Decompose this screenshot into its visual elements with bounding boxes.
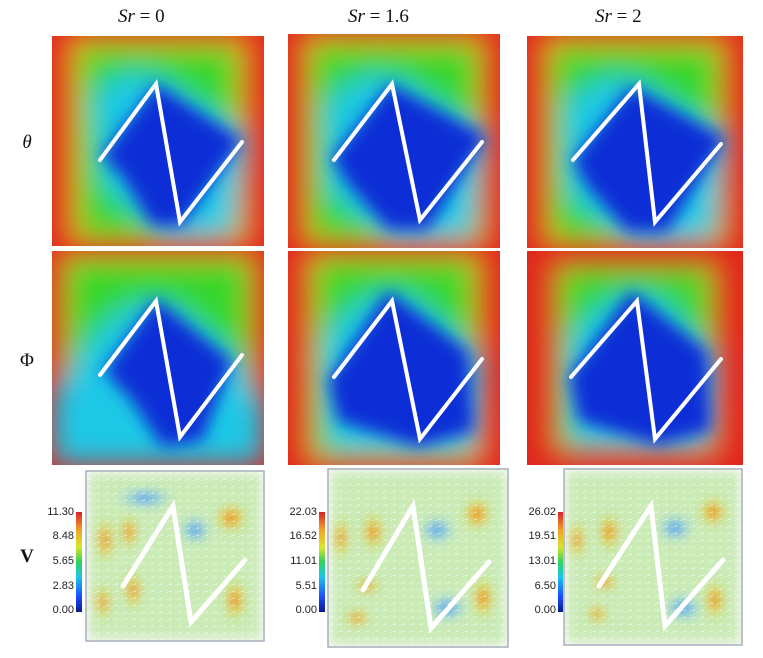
column-header-variable: Sr [118,6,135,27]
column-header-sr-1-6: Sr = 1.6 [348,6,409,28]
phi-contour-sr-1-6 [288,251,500,465]
colorbar-gradient [76,512,82,612]
colorbar-tick: 0.00 [295,604,317,616]
velocity-colorbar-sr-2 [558,512,565,612]
z-shaped-fin-icon [332,296,484,444]
theta-contour-sr-0 [52,36,264,246]
theta-contour-sr-2 [527,36,743,248]
z-shaped-fin-icon [360,498,492,634]
colorbar-tick: 13.01 [528,555,556,567]
velocity-vector-plot-sr-2 [563,468,743,646]
z-shaped-fin-icon [120,498,248,628]
colorbar-tick: 11.30 [47,506,74,518]
colorbar-gradient [558,512,564,612]
phi-contour-sr-2 [527,251,743,465]
velocity-colorbar-sr-1-6 [319,512,326,612]
theta-contour-sr-1-6 [288,34,500,248]
phi-contour-sr-0 [52,251,264,465]
row-label-v: V [20,546,34,567]
colorbar-tick: 0.00 [534,604,556,616]
row-label-phi: Φ [20,350,34,371]
z-shaped-fin-icon [332,79,484,225]
z-shaped-fin-icon [98,79,244,227]
colorbar-tick: 6.50 [534,580,556,592]
row-label-theta: θ [22,132,32,153]
velocity-vector-plot-sr-0 [85,470,265,642]
column-header-sr-2: Sr = 2 [595,6,642,28]
column-header-value: = 1.6 [364,6,409,27]
z-shaped-fin-icon [98,296,244,442]
colorbar-tick: 2.83 [52,580,74,592]
column-header-variable: Sr [348,6,365,27]
z-shaped-fin-icon [569,296,723,444]
colorbar-tick: 5.51 [295,580,317,592]
z-shaped-fin-icon [596,498,726,632]
colorbar-tick: 16.52 [289,530,317,542]
colorbar-tick: 0.00 [52,604,74,616]
column-header-value: = 2 [611,6,642,27]
column-header-value: = 0 [134,6,165,27]
velocity-vector-plot-sr-1-6 [327,468,509,648]
column-header-sr-0: Sr = 0 [118,6,165,28]
colorbar-tick: 26.02 [528,506,556,518]
velocity-colorbar-sr-0 [76,512,83,612]
colorbar-tick: 19.51 [528,530,556,542]
column-header-variable: Sr [595,6,612,27]
colorbar-gradient [319,512,325,612]
colorbar-tick: 11.01 [290,555,317,567]
z-shaped-fin-icon [571,79,723,227]
colorbar-tick: 5.65 [52,555,74,567]
colorbar-tick: 22.03 [289,506,317,518]
colorbar-tick: 8.48 [52,530,74,542]
